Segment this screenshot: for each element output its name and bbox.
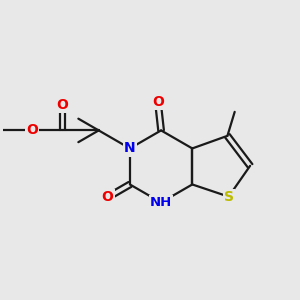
Text: O: O [57,98,69,112]
Text: S: S [224,190,234,204]
Text: NH: NH [150,196,172,209]
Text: O: O [102,190,114,204]
Text: N: N [124,141,136,155]
Text: O: O [152,95,164,109]
Text: O: O [26,123,38,137]
